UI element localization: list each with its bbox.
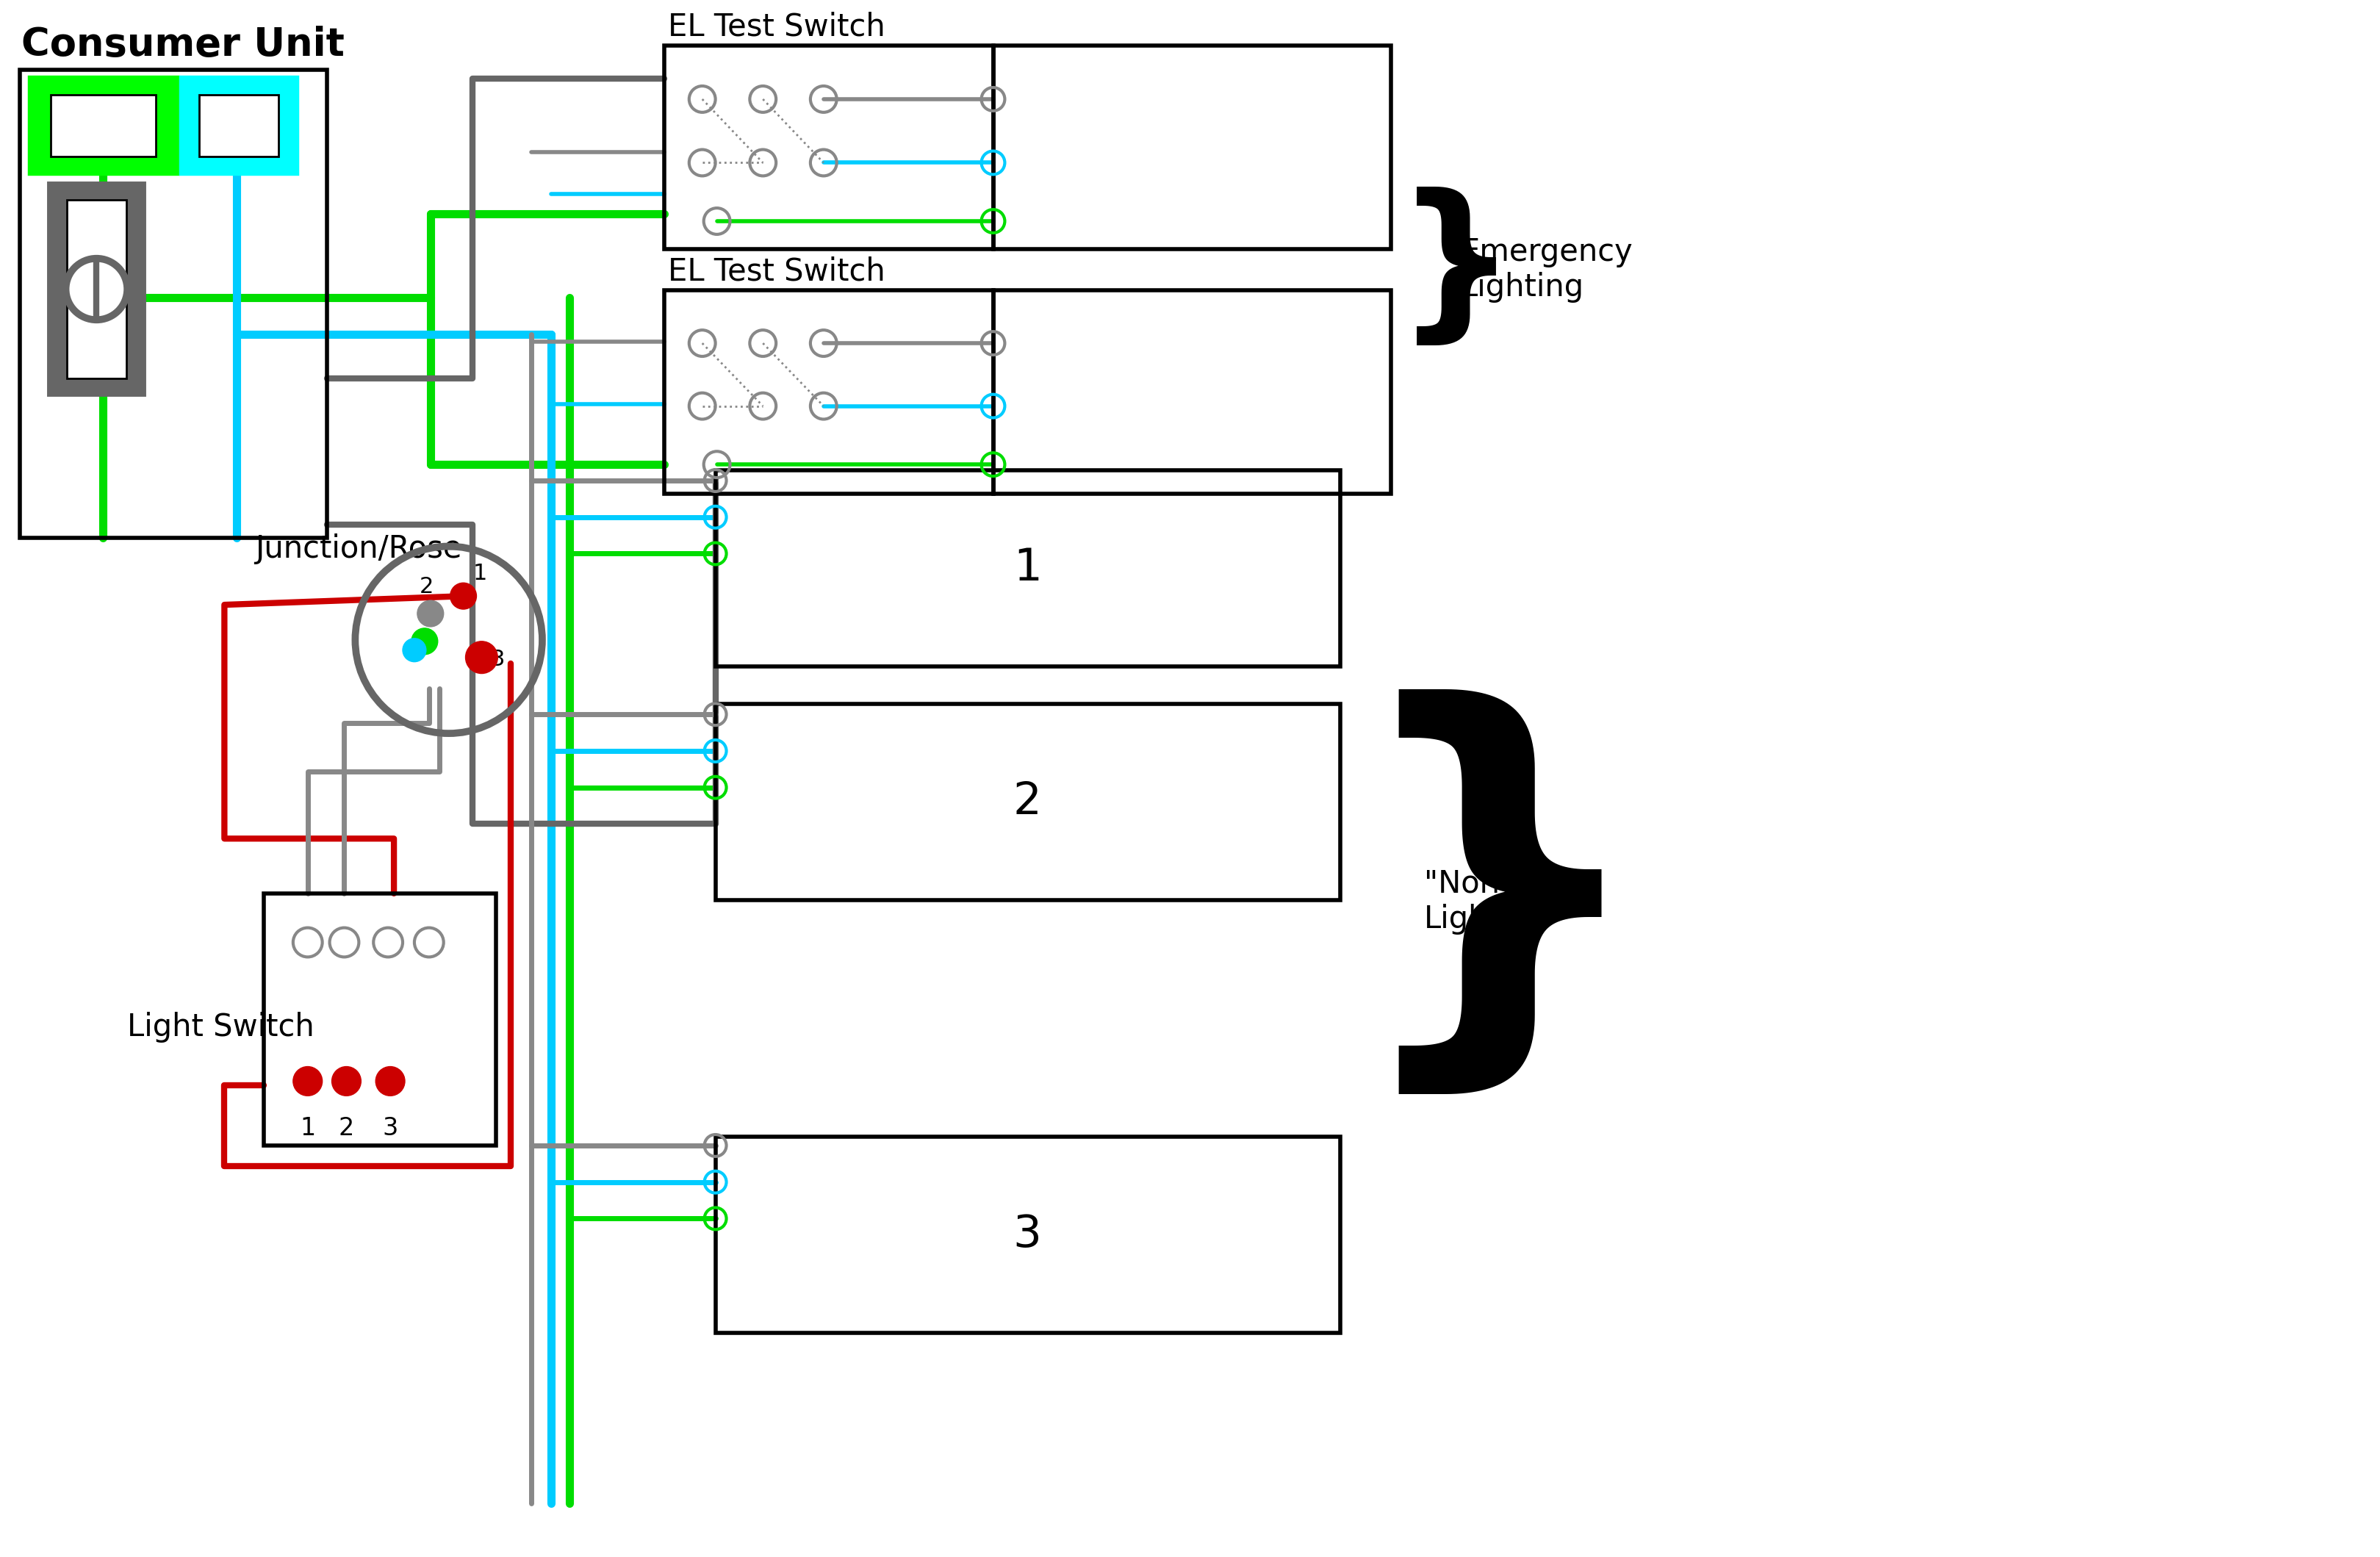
Text: 1: 1	[1014, 547, 1042, 590]
Circle shape	[412, 627, 438, 654]
Bar	[67, 199, 126, 378]
Text: Junction/Rose: Junction/Rose	[255, 534, 462, 565]
Bar	[200, 95, 278, 156]
Bar	[992, 291, 1392, 494]
Bar	[264, 894, 495, 1146]
Circle shape	[331, 1067, 362, 1096]
Text: }: }	[1395, 187, 1516, 353]
Text: 2: 2	[338, 1116, 355, 1141]
Text: 3: 3	[383, 1116, 397, 1141]
Text: Consumer Unit: Consumer Unit	[21, 26, 345, 64]
Bar	[992, 45, 1392, 249]
Bar	[52, 187, 140, 391]
Text: Light Switch: Light Switch	[126, 1012, 314, 1043]
Bar	[50, 95, 155, 156]
Bar	[664, 45, 992, 249]
Text: 3: 3	[1014, 1213, 1042, 1256]
Bar	[186, 83, 293, 168]
Bar	[19, 70, 326, 537]
Text: EL Test Switch: EL Test Switch	[669, 255, 885, 286]
Bar	[33, 83, 171, 168]
Bar	[716, 470, 1340, 666]
Bar	[716, 1137, 1340, 1333]
Text: 1: 1	[474, 564, 488, 584]
Text: Emergency
Lighting: Emergency Lighting	[1461, 237, 1633, 304]
Text: EL Test Switch: EL Test Switch	[669, 11, 885, 42]
Text: "Normal"
Lighting: "Normal" Lighting	[1423, 869, 1564, 934]
Circle shape	[376, 1067, 405, 1096]
Text: }: }	[1345, 690, 1656, 1113]
Circle shape	[450, 582, 476, 609]
Circle shape	[466, 641, 497, 674]
Text: 2: 2	[419, 576, 433, 598]
Circle shape	[293, 1067, 321, 1096]
Bar	[664, 291, 992, 494]
Circle shape	[416, 601, 443, 627]
Text: 3: 3	[490, 649, 505, 670]
Text: 1: 1	[300, 1116, 317, 1141]
Bar	[716, 704, 1340, 900]
Text: 2: 2	[1014, 780, 1042, 824]
Circle shape	[402, 638, 426, 662]
